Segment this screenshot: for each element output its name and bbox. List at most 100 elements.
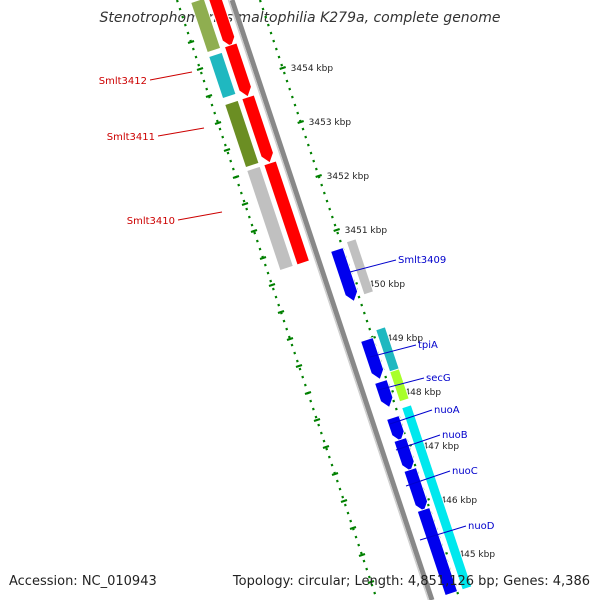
rail-dot xyxy=(343,503,347,507)
gene-label-reverse: nuoD xyxy=(468,521,495,532)
scale-label: 3447 kbp xyxy=(417,442,460,452)
feature-lime xyxy=(389,368,410,403)
rail-dot xyxy=(213,111,217,115)
rail-dot xyxy=(426,503,430,507)
genome-summary: Topology: circular; Length: 4,851,126 bp… xyxy=(232,574,590,589)
rail-dot xyxy=(226,151,230,155)
rail-dot xyxy=(215,119,219,123)
rail-dot xyxy=(205,87,209,91)
gene-blue xyxy=(329,246,359,303)
rail-dot xyxy=(178,7,182,11)
rail-dot xyxy=(322,439,326,443)
gene-red xyxy=(208,0,236,48)
rail-dot xyxy=(346,511,350,515)
gene-label-reverse: nuoB xyxy=(442,430,468,441)
accession-label: Accession: NC_010943 xyxy=(9,574,157,589)
gene-blue xyxy=(373,378,394,409)
rail-dot xyxy=(367,575,371,579)
rail-dot xyxy=(322,191,326,195)
rail-dot xyxy=(384,375,388,379)
rail-dot xyxy=(349,519,353,523)
gene-blue xyxy=(359,336,385,381)
rail-dot xyxy=(309,151,313,155)
rail-dot xyxy=(362,311,366,315)
rail-dot xyxy=(274,295,278,299)
rail-dot xyxy=(229,159,233,163)
rail-dot xyxy=(202,79,206,83)
rail-dot xyxy=(392,399,396,403)
feature-teal xyxy=(208,51,237,100)
rail-dot xyxy=(330,463,334,467)
rail-dot xyxy=(199,71,203,75)
rail-dot xyxy=(354,535,358,539)
feature-grey xyxy=(246,165,294,272)
rail-dot xyxy=(290,343,294,347)
gene-red xyxy=(241,94,274,164)
backbone-shadow xyxy=(227,0,430,600)
rail-dot xyxy=(306,143,310,147)
inner-major-tick xyxy=(322,444,330,450)
gene-label-reverse: Smlt3409 xyxy=(398,255,446,266)
label-leader xyxy=(377,377,425,391)
rail-dot xyxy=(301,375,305,379)
label-leader xyxy=(157,127,205,137)
feature-cyan xyxy=(401,404,473,591)
gene-label-forward: Smlt3412 xyxy=(99,76,147,87)
label-leader xyxy=(405,470,451,487)
rail-dot xyxy=(325,199,329,203)
inner-major-tick xyxy=(286,336,294,342)
rail-dot xyxy=(370,583,374,587)
rail-dot xyxy=(194,55,198,59)
rail-dot xyxy=(242,199,246,203)
inner-major-tick xyxy=(241,201,249,207)
gene-label-reverse: nuoC xyxy=(452,466,478,477)
major-tick xyxy=(333,227,341,233)
rail-dot xyxy=(239,191,243,195)
rail-dot xyxy=(250,223,254,227)
inner-major-tick xyxy=(313,417,321,423)
inner-major-tick xyxy=(259,255,267,261)
rail-dot xyxy=(338,239,342,243)
scale-label: 3448 kbp xyxy=(399,388,442,398)
gene-features xyxy=(190,0,473,597)
inner-major-tick xyxy=(367,579,375,585)
rail-dot xyxy=(365,319,369,323)
rail-dot xyxy=(319,431,323,435)
rail-dot xyxy=(186,31,190,35)
rail-dot xyxy=(359,551,363,555)
rail-dot xyxy=(210,103,214,107)
rail-dot xyxy=(296,111,300,115)
rail-dot xyxy=(365,567,369,571)
rail-dot xyxy=(309,399,313,403)
rail-dot xyxy=(266,271,270,275)
rail-dot xyxy=(264,15,268,19)
rail-dot xyxy=(360,303,364,307)
rail-dot xyxy=(327,455,331,459)
rail-dot xyxy=(258,0,262,3)
rail-dot xyxy=(263,263,267,267)
rail-dot xyxy=(311,407,315,411)
scale-label: 3453 kbp xyxy=(309,118,352,128)
inner-major-tick xyxy=(358,552,366,558)
scale-label: 3454 kbp xyxy=(291,64,334,74)
rail-dot xyxy=(266,23,270,27)
scale-label: 3450 kbp xyxy=(363,280,406,290)
rail-dot xyxy=(269,31,273,35)
rail-dot xyxy=(285,79,289,83)
major-tick xyxy=(279,65,287,71)
rail-dot xyxy=(290,95,294,99)
gene-label-forward: Smlt3411 xyxy=(107,132,155,143)
gene-label-reverse: nuoA xyxy=(434,405,460,416)
rail-dot xyxy=(191,47,195,51)
inner-major-tick xyxy=(277,309,285,315)
inner-tick-rail xyxy=(175,0,377,595)
rail-dot xyxy=(333,223,337,227)
rail-dot xyxy=(336,231,340,235)
inner-major-tick xyxy=(304,390,312,396)
rail-dot xyxy=(181,15,185,19)
outer-tick-rail xyxy=(258,0,460,595)
inner-major-tick xyxy=(232,174,240,180)
rail-dot xyxy=(317,423,321,427)
rail-dot xyxy=(314,415,318,419)
rail-dot xyxy=(341,495,345,499)
